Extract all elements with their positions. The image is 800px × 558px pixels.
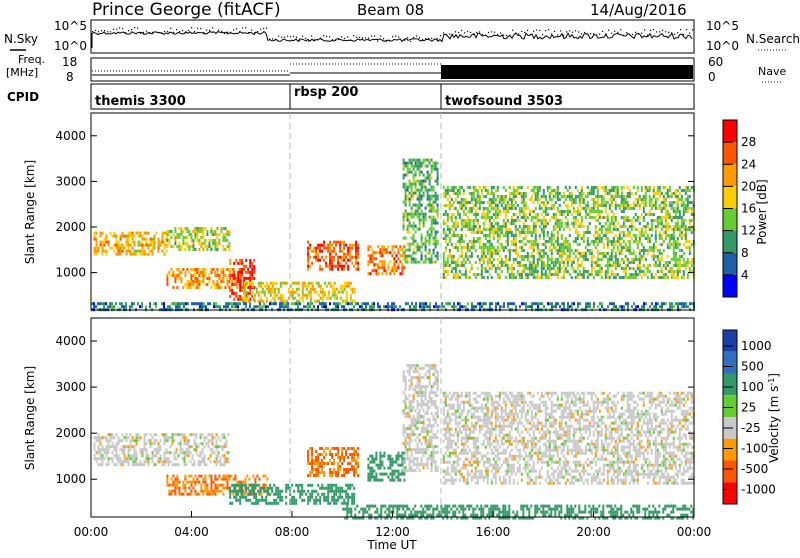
- cpid-segment-twofsound: twofsound 3503: [445, 94, 563, 109]
- freq-panel: Freq. [MHz] 18 8 60 0 Nave: [6, 53, 786, 84]
- x-tick-label: 16:00: [476, 525, 511, 539]
- y-tick-label: 2000: [55, 220, 86, 234]
- y-tick-label: 1000: [55, 472, 86, 486]
- power-colorbar: 28 24 20 16 12 8 4: [723, 120, 756, 297]
- velocity-y-label: Slant Range [km]: [23, 366, 37, 470]
- y-tick-label: 2000: [55, 426, 86, 440]
- colorbar-tick-label: -100: [741, 442, 768, 456]
- colorbar-tick-label: 8: [741, 246, 749, 260]
- colorbar-tick-label: 20: [741, 179, 756, 193]
- colorbar-tick-label: -500: [741, 462, 768, 476]
- colorbar-tick-label: 100: [741, 380, 764, 394]
- colorbar-swatch: [723, 374, 737, 396]
- y-tick-label: 1000: [55, 266, 86, 280]
- nsearch-label: N.Search: [746, 32, 800, 46]
- noise-panel: N.Sky 10^5 10^0 10^5 10^0 N.Search: [4, 19, 800, 53]
- velocity-panel: 4000 3000 2000 1000 Slant Range [km] 1000 50…: [23, 318, 781, 520]
- freq-tick-left-top: 18: [62, 55, 77, 69]
- noise-tick-left-bottom: 10^0: [54, 39, 87, 53]
- colorbar-tick-label: 12: [741, 224, 756, 238]
- freq-tick-right-top: 60: [708, 55, 723, 69]
- cpid-panel: CPID themis 3300 rbsp 200 twofsound 3503: [7, 84, 694, 109]
- y-tick-label: 4000: [55, 334, 86, 348]
- y-tick-label: 3000: [55, 380, 86, 394]
- colorbar-swatch: [723, 120, 737, 142]
- colorbar-swatch: [723, 482, 737, 504]
- colorbar-swatch: [723, 461, 737, 483]
- colorbar-swatch: [723, 352, 737, 374]
- nave-label: Nave: [758, 65, 786, 78]
- x-tick-label: 12:00: [375, 525, 410, 539]
- y-tick-label: 3000: [55, 174, 86, 188]
- x-tick-label: 04:00: [174, 525, 209, 539]
- colorbar-swatch: [723, 395, 737, 417]
- colorbar-tick-label: 16: [741, 202, 756, 216]
- colorbar-swatch: [723, 439, 737, 461]
- cpid-segment-rbsp: rbsp 200: [294, 85, 358, 100]
- noise-tick-left-top: 10^5: [54, 19, 87, 33]
- nsky-label: N.Sky: [4, 32, 38, 46]
- colorbar-tick-label: 4: [741, 268, 749, 282]
- colorbar-tick-label: 24: [741, 157, 756, 171]
- power-y-label: Slant Range [km]: [23, 160, 37, 264]
- freq-label-line1: Freq.: [18, 53, 45, 66]
- date-label: 14/Aug/2016: [590, 1, 687, 19]
- colorbar-tick-label: 500: [741, 360, 764, 374]
- cpid-segment-themis: themis 3300: [95, 94, 186, 109]
- twofsound-freq-block: [441, 65, 693, 79]
- power-panel: 4000 3000 2000 1000 Slant Range [km] 28 24 20…: [23, 113, 769, 311]
- noise-tick-right-bottom: 10^0: [706, 39, 739, 53]
- freq-tick-right-bottom: 0: [708, 70, 716, 84]
- colorbar-swatch: [723, 186, 737, 208]
- chart-title: Prince George (fitACF): [92, 0, 281, 20]
- x-tick-label: 20:00: [576, 525, 611, 539]
- colorbar-tick-label: -1000: [741, 483, 776, 497]
- colorbar-tick-label: -25: [741, 421, 761, 435]
- colorbar-swatch: [723, 142, 737, 164]
- x-axis-label: Time UT: [366, 538, 417, 552]
- colorbar-swatch: [723, 164, 737, 186]
- colorbar-tick-label: 1000: [741, 339, 772, 353]
- x-tick-label: 08:00: [275, 525, 310, 539]
- freq-tick-left-bottom: 8: [66, 70, 74, 84]
- cpid-label: CPID: [7, 90, 39, 104]
- colorbar-tick-label: 25: [741, 401, 756, 415]
- velocity-data-layer: [94, 364, 695, 519]
- x-tick-label: 00:00: [677, 525, 712, 539]
- power-colorbar-label: Power [dB]: [755, 179, 769, 244]
- colorbar-swatch: [723, 330, 737, 352]
- beam-label: Beam 08: [357, 1, 424, 19]
- y-tick-label: 4000: [55, 129, 86, 143]
- x-tick-label: 00:00: [74, 525, 109, 539]
- colorbar-swatch: [723, 275, 737, 297]
- velocity-colorbar-label: Velocity [m s-1]: [767, 373, 782, 463]
- colorbar-swatch: [723, 231, 737, 253]
- colorbar-swatch: [723, 209, 737, 231]
- colorbar-swatch: [723, 253, 737, 275]
- noise-trace: [92, 27, 693, 48]
- freq-label-line2: [MHz]: [6, 66, 38, 79]
- colorbar-tick-label: 28: [741, 135, 756, 149]
- power-data-layer: [91, 159, 695, 312]
- noise-tick-right-top: 10^5: [706, 19, 739, 33]
